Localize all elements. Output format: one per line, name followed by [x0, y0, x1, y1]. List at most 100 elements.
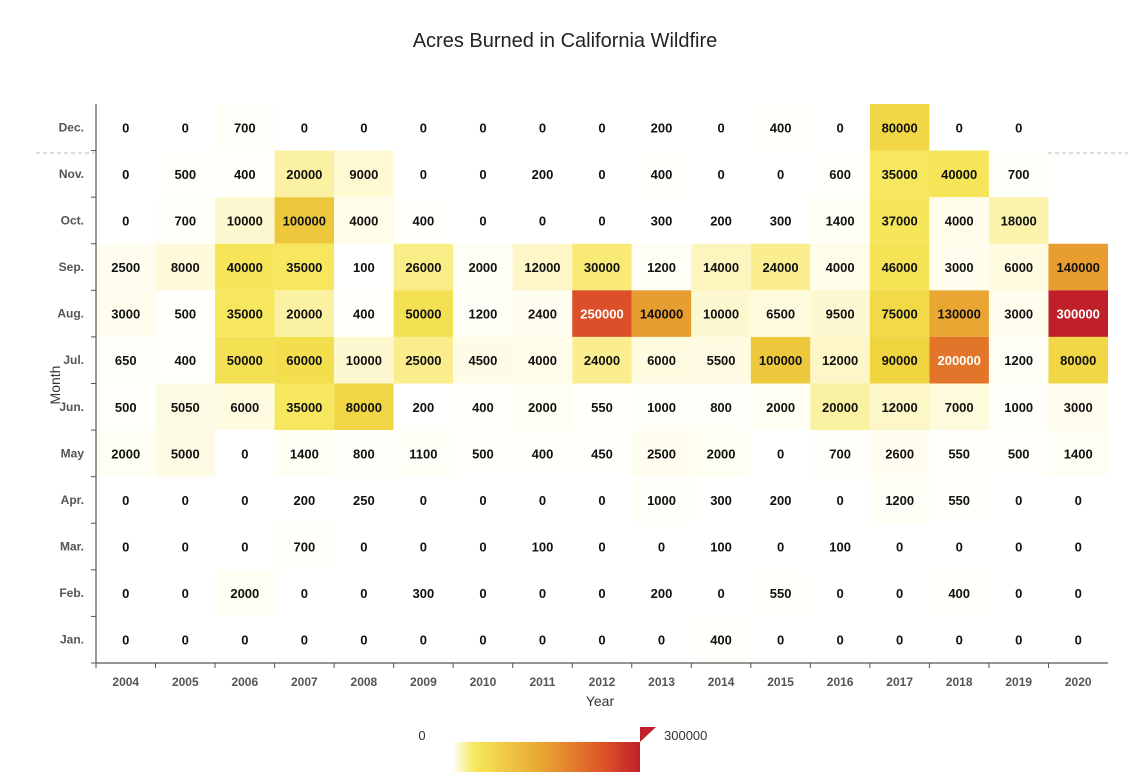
y-tick-label: Apr.	[61, 493, 84, 507]
heatmap-cell-label: 0	[598, 493, 605, 508]
heatmap-cell-label: 0	[182, 120, 189, 135]
heatmap-cell-label: 700	[234, 120, 256, 135]
heatmap-cell	[631, 523, 692, 570]
heatmap-cell	[572, 523, 632, 570]
heatmap-cell-label: 3000	[111, 307, 140, 322]
heatmap-cell	[512, 336, 573, 384]
heatmap-cell-label: 400	[948, 586, 970, 601]
heatmap-cell-label: 700	[1008, 167, 1030, 182]
heatmap-cell	[750, 336, 811, 384]
heatmap-cell	[334, 290, 394, 337]
heatmap-cell-label: 650	[115, 353, 137, 368]
heatmap-cell	[988, 476, 1049, 524]
heatmap-cell	[1048, 569, 1108, 617]
heatmap-cell-label: 1200	[468, 307, 497, 322]
x-tick-label: 2010	[470, 675, 497, 689]
heatmap-cell	[334, 104, 394, 151]
heatmap-cell-label: 25000	[405, 353, 441, 368]
heatmap-cell-label: 250000	[580, 307, 623, 322]
heatmap-cell-label: 400	[234, 167, 256, 182]
heatmap-cell	[810, 523, 870, 570]
heatmap-cell	[750, 150, 811, 198]
heatmap-cell-label: 0	[598, 633, 605, 648]
heatmap-cell	[988, 197, 1049, 244]
heatmap-cell-label: 0	[1015, 633, 1022, 648]
heatmap-cell-label: 800	[710, 400, 732, 415]
heatmap-cell-label: 100000	[759, 353, 802, 368]
heatmap-cell	[512, 616, 573, 663]
heatmap-cell	[274, 523, 335, 570]
heatmap-cell	[869, 150, 930, 198]
heatmap-cell-label: 6500	[766, 307, 795, 322]
heatmap-cell	[810, 104, 870, 151]
heatmap-cell	[869, 523, 930, 570]
heatmap-cell-label: 200	[651, 120, 673, 135]
heatmap-cell-label: 550	[948, 446, 970, 461]
heatmap-cell-label: 200000	[937, 353, 980, 368]
heatmap-cell-label: 200	[710, 213, 732, 228]
heatmap-cell	[750, 290, 811, 337]
heatmap-cell	[572, 430, 632, 477]
heatmap-cell	[1048, 336, 1108, 384]
heatmap-cell-label: 0	[182, 540, 189, 555]
heatmap-cell-label: 100	[710, 540, 732, 555]
heatmap-cell-label: 6000	[647, 353, 676, 368]
heatmap-cell-label: 0	[539, 213, 546, 228]
heatmap-cell-label: 0	[241, 493, 248, 508]
heatmap-cell-label: 0	[539, 493, 546, 508]
heatmap-cell-label: 0	[420, 167, 427, 182]
heatmap-cell	[810, 290, 870, 337]
heatmap-cell-label: 0	[420, 540, 427, 555]
heatmap-cell-label: 0	[896, 633, 903, 648]
heatmap-cell-label: 0	[658, 633, 665, 648]
x-tick-label: 2014	[708, 675, 735, 689]
heatmap-cell	[96, 476, 156, 524]
heatmap-cell-label: 10000	[227, 213, 263, 228]
heatmap-cell-label: 0	[479, 213, 486, 228]
heatmap-cell	[572, 290, 632, 337]
heatmap-cell	[750, 523, 811, 570]
y-tick-label: Sep.	[59, 260, 84, 274]
heatmap-cell	[1048, 476, 1108, 524]
heatmap-cell	[691, 150, 751, 198]
heatmap-cell	[691, 383, 751, 431]
heatmap-cell	[96, 150, 156, 198]
heatmap-cell	[512, 197, 573, 244]
heatmap-cell-label: 5500	[707, 353, 736, 368]
legend-max-handle[interactable]	[640, 727, 656, 742]
heatmap-cell	[512, 383, 573, 431]
heatmap-cell	[631, 104, 692, 151]
heatmap-cell-label: 1400	[290, 446, 319, 461]
heatmap-cell	[215, 476, 275, 524]
heatmap-cell	[274, 197, 335, 244]
heatmap-cell-label: 2000	[111, 446, 140, 461]
heatmap-cell-label: 4000	[349, 213, 378, 228]
heatmap-cell	[631, 290, 692, 337]
heatmap-cell	[334, 616, 394, 663]
heatmap-cell	[631, 569, 692, 617]
heatmap-cell-label: 2500	[111, 260, 140, 275]
heatmap-cell	[572, 197, 632, 244]
heatmap-cell	[750, 430, 811, 477]
heatmap-cell-label: 35000	[227, 307, 263, 322]
heatmap-cell	[810, 150, 870, 198]
heatmap-cell-label: 0	[539, 633, 546, 648]
heatmap-cell-label: 0	[241, 446, 248, 461]
heatmap-cell	[810, 383, 870, 431]
heatmap-cell	[96, 197, 156, 244]
heatmap-cell	[750, 569, 811, 617]
heatmap-cells	[96, 104, 1108, 663]
heatmap-cell-label: 35000	[286, 400, 322, 415]
chart-title: Acres Burned in California Wildfire	[412, 30, 718, 52]
heatmap-cell-label: 800	[353, 446, 375, 461]
heatmap-cell-label: 90000	[882, 353, 918, 368]
heatmap-cell	[572, 616, 632, 663]
heatmap-cell	[810, 197, 870, 244]
heatmap-cell-label: 14000	[703, 260, 739, 275]
heatmap-cell	[691, 336, 751, 384]
heatmap-cell	[215, 150, 275, 198]
heatmap-cell-label: 30000	[584, 260, 620, 275]
heatmap-cell	[155, 243, 216, 291]
heatmap-cell	[631, 336, 692, 384]
heatmap-cell-label: 75000	[882, 307, 918, 322]
